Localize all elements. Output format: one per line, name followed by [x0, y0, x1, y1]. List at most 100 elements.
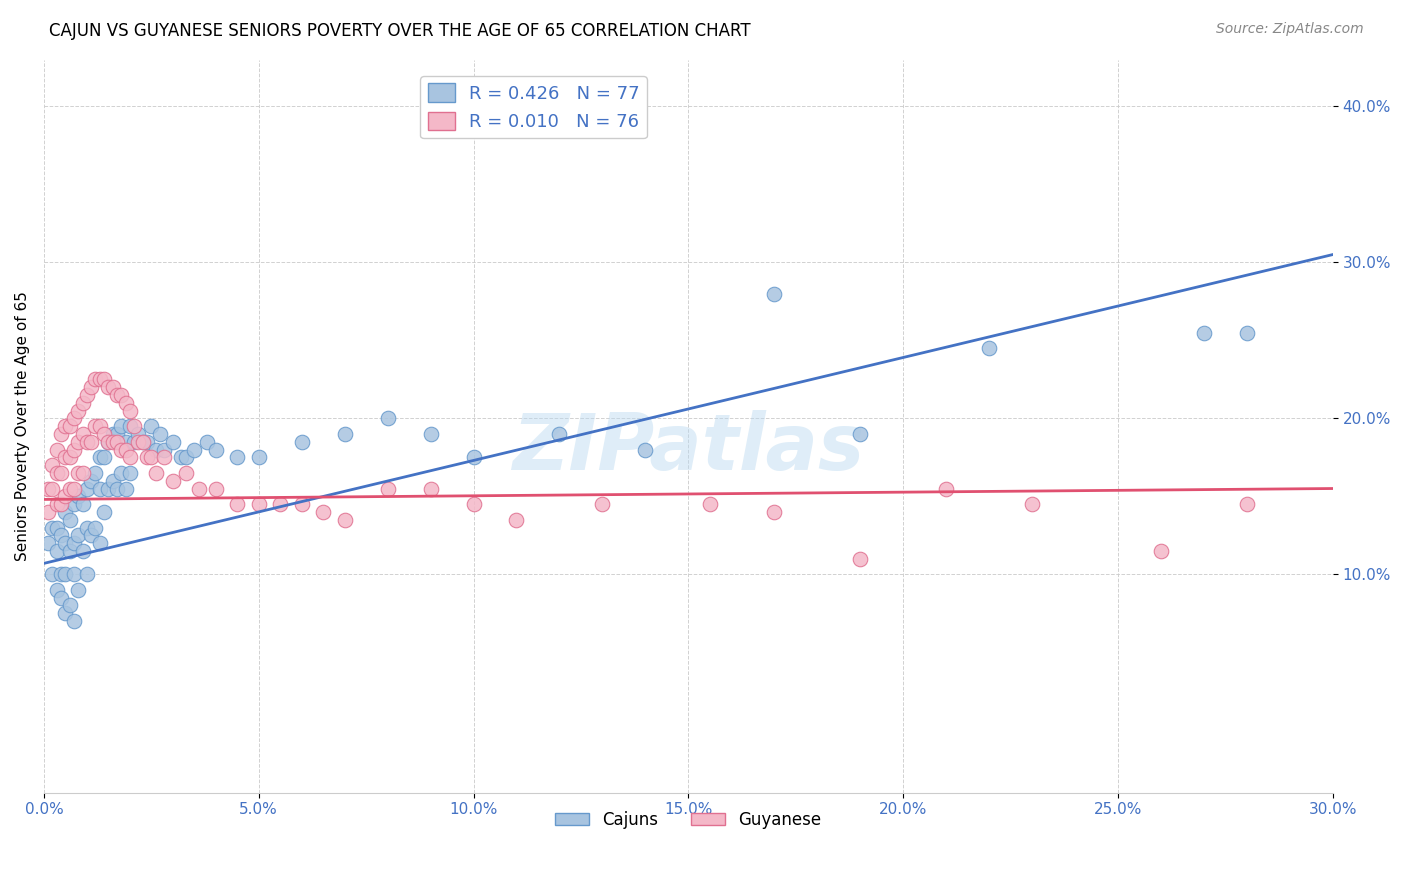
Point: [118, 450, 141, 465]
Point: [136, 450, 159, 465]
Point: [84, 372, 107, 386]
Point: [59, 482, 82, 496]
Point: [84, 466, 107, 480]
Point: [333, 513, 356, 527]
Point: [72, 497, 94, 511]
Point: [1236, 326, 1258, 340]
Point: [49, 466, 72, 480]
Point: [97, 434, 120, 449]
Point: [183, 442, 205, 457]
Point: [45, 520, 67, 534]
Point: [170, 450, 193, 465]
Point: [59, 513, 82, 527]
Point: [136, 434, 159, 449]
Point: [145, 466, 167, 480]
Point: [105, 434, 128, 449]
Point: [37, 536, 59, 550]
Point: [204, 442, 226, 457]
Point: [53, 489, 76, 503]
Point: [49, 591, 72, 605]
Point: [634, 442, 657, 457]
Point: [45, 497, 67, 511]
Y-axis label: Seniors Poverty Over the Age of 65: Seniors Poverty Over the Age of 65: [15, 291, 30, 561]
Point: [463, 497, 485, 511]
Point: [153, 450, 176, 465]
Point: [41, 520, 63, 534]
Point: [110, 466, 132, 480]
Point: [72, 466, 94, 480]
Point: [247, 497, 270, 511]
Point: [72, 395, 94, 409]
Point: [141, 450, 163, 465]
Point: [377, 411, 399, 425]
Point: [105, 426, 128, 441]
Point: [84, 419, 107, 434]
Point: [419, 482, 441, 496]
Point: [141, 419, 163, 434]
Point: [41, 482, 63, 496]
Point: [101, 380, 124, 394]
Point: [89, 450, 111, 465]
Point: [89, 482, 111, 496]
Point: [174, 466, 197, 480]
Point: [127, 426, 149, 441]
Point: [67, 582, 90, 597]
Point: [291, 497, 314, 511]
Point: [114, 434, 136, 449]
Point: [118, 419, 141, 434]
Text: ZIPatlas: ZIPatlas: [512, 410, 865, 486]
Point: [101, 434, 124, 449]
Point: [93, 426, 115, 441]
Point: [548, 426, 571, 441]
Point: [63, 536, 86, 550]
Point: [59, 599, 82, 613]
Legend: Cajuns, Guyanese: Cajuns, Guyanese: [548, 805, 828, 836]
Point: [312, 505, 335, 519]
Point: [763, 286, 786, 301]
Point: [247, 450, 270, 465]
Point: [45, 544, 67, 558]
Point: [131, 434, 153, 449]
Point: [105, 482, 128, 496]
Point: [80, 434, 103, 449]
Point: [118, 466, 141, 480]
Point: [101, 474, 124, 488]
Point: [122, 434, 145, 449]
Point: [53, 419, 76, 434]
Point: [93, 450, 115, 465]
Point: [187, 482, 209, 496]
Point: [45, 442, 67, 457]
Point: [1236, 497, 1258, 511]
Point: [53, 607, 76, 621]
Point: [67, 489, 90, 503]
Point: [76, 567, 98, 582]
Point: [226, 450, 249, 465]
Point: [93, 372, 115, 386]
Point: [49, 497, 72, 511]
Point: [76, 388, 98, 402]
Point: [63, 497, 86, 511]
Point: [110, 388, 132, 402]
Point: [41, 567, 63, 582]
Point: [333, 426, 356, 441]
Point: [59, 450, 82, 465]
Point: [89, 372, 111, 386]
Point: [97, 434, 120, 449]
Point: [101, 426, 124, 441]
Point: [45, 466, 67, 480]
Point: [162, 474, 184, 488]
Point: [377, 482, 399, 496]
Point: [149, 426, 172, 441]
Point: [63, 482, 86, 496]
Point: [977, 341, 1000, 355]
Point: [67, 434, 90, 449]
Point: [105, 388, 128, 402]
Point: [93, 505, 115, 519]
Point: [935, 482, 957, 496]
Point: [591, 497, 613, 511]
Point: [1192, 326, 1215, 340]
Point: [110, 442, 132, 457]
Point: [59, 419, 82, 434]
Point: [63, 411, 86, 425]
Point: [67, 403, 90, 417]
